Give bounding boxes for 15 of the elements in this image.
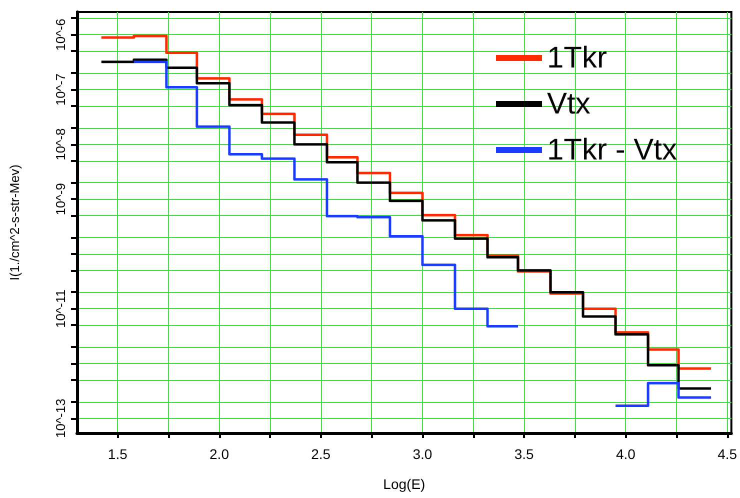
x-axis-title: Log(E) (383, 476, 426, 492)
x-tick-label: 3.5 (514, 446, 534, 462)
x-tick-label: 2.0 (210, 446, 230, 462)
y-tick-label: 10^-11 (53, 290, 68, 328)
x-tick-label: 2.5 (311, 446, 331, 462)
y-tick-label: 10^-9 (53, 183, 68, 216)
x-tick-label: 4.0 (616, 446, 636, 462)
x-tick-label: 1.5 (108, 446, 128, 462)
x-tick-label: 3.0 (412, 446, 432, 462)
y-tick-label: 10^-8 (53, 128, 68, 160)
y-tick-label: 10^-6 (53, 18, 68, 51)
x-tick-label: 4.5 (718, 446, 738, 462)
y-tick-label: 10^-7 (53, 73, 68, 106)
y-tick-label: 10^-13 (53, 398, 68, 438)
y-axis-title: I(1./cm^2-s-str-Mev) (7, 164, 22, 280)
